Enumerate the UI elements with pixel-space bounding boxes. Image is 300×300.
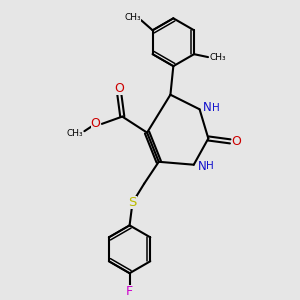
- Text: CH₃: CH₃: [67, 129, 83, 138]
- Text: O: O: [91, 117, 100, 130]
- Text: CH₃: CH₃: [124, 13, 141, 22]
- Text: F: F: [126, 285, 133, 298]
- Text: O: O: [232, 135, 242, 148]
- Text: S: S: [128, 196, 137, 209]
- Text: O: O: [114, 82, 124, 95]
- Text: N: N: [203, 101, 212, 114]
- Text: H: H: [206, 161, 214, 171]
- Text: N: N: [197, 160, 206, 173]
- Text: H: H: [212, 103, 220, 113]
- Text: CH₃: CH₃: [209, 52, 226, 62]
